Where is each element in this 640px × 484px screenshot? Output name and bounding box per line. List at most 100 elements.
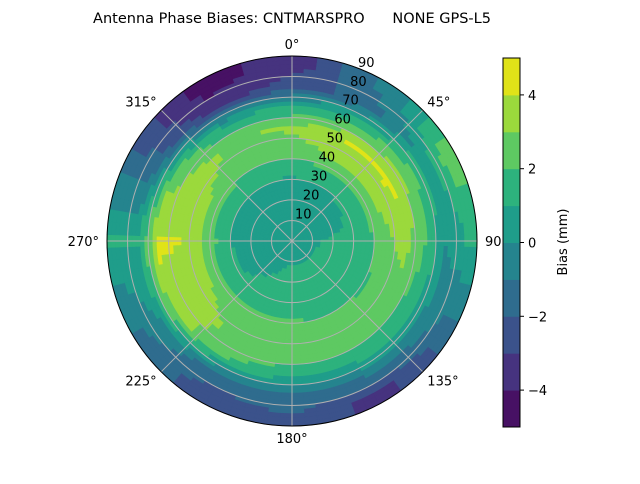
radial-tick-label: 30 bbox=[311, 170, 328, 185]
contour-cell bbox=[292, 68, 304, 73]
contour-cell bbox=[281, 397, 292, 401]
contour-cell bbox=[292, 64, 304, 69]
radial-tick-label: 90 bbox=[358, 56, 375, 71]
contour-cell bbox=[292, 335, 299, 339]
contour-cell bbox=[287, 163, 292, 167]
contour-cell bbox=[281, 389, 292, 393]
contour-cell bbox=[292, 413, 304, 418]
contour-cell bbox=[295, 286, 299, 290]
contour-cell bbox=[284, 356, 292, 360]
contour-cell bbox=[280, 413, 292, 418]
contour-cell bbox=[292, 109, 301, 113]
colorbar-segment bbox=[503, 206, 520, 243]
contour-cell bbox=[281, 85, 292, 89]
theta-tick-label: 0° bbox=[285, 38, 300, 53]
contour-cell bbox=[357, 234, 361, 239]
contour-cell bbox=[288, 188, 292, 192]
contour-cell bbox=[362, 243, 366, 248]
chart-title: Antenna Phase Biases: CNTMARSPRO NONE GP… bbox=[93, 11, 491, 27]
radial-tick-label: 60 bbox=[334, 113, 351, 128]
contour-cell bbox=[378, 244, 383, 250]
theta-tick-label: 180° bbox=[276, 432, 307, 447]
contour-cell bbox=[222, 234, 226, 239]
polar-grid bbox=[107, 56, 477, 426]
contour-cell bbox=[292, 368, 301, 372]
colorbar-tick-label: −2 bbox=[528, 310, 547, 325]
contour-cell bbox=[281, 89, 292, 93]
colorbar-segment bbox=[503, 390, 520, 427]
contour-cell bbox=[283, 372, 292, 376]
contour-cell bbox=[285, 146, 292, 150]
contour-cell bbox=[292, 356, 300, 360]
contour-cell bbox=[202, 232, 207, 238]
contour-cell bbox=[292, 81, 303, 85]
contour-cell bbox=[287, 307, 292, 311]
contour-cell bbox=[288, 294, 292, 298]
contour-cell bbox=[292, 348, 300, 352]
contour-cell bbox=[283, 105, 292, 109]
contour-cell bbox=[218, 233, 222, 238]
colorbar-segment bbox=[503, 279, 520, 316]
contour-cell bbox=[281, 393, 292, 397]
contour-cell bbox=[292, 417, 305, 422]
colorbar-segment bbox=[503, 95, 520, 132]
contour-cell bbox=[284, 348, 292, 352]
contour-cell bbox=[285, 331, 292, 335]
contour-cell bbox=[292, 307, 297, 311]
contour-cell bbox=[292, 151, 298, 155]
contour-cell bbox=[239, 243, 243, 247]
colorbar-segment bbox=[503, 316, 520, 353]
contour-cell bbox=[378, 232, 383, 238]
contour-cell bbox=[292, 286, 295, 290]
contour-cell bbox=[292, 298, 296, 302]
contour-cell bbox=[292, 409, 304, 414]
contour-cell bbox=[280, 64, 292, 69]
theta-tick-label: 45° bbox=[427, 96, 450, 111]
contour-cell bbox=[366, 233, 370, 239]
contour-cell bbox=[292, 311, 297, 315]
contour-cell bbox=[357, 243, 361, 248]
contour-cell bbox=[292, 163, 297, 167]
contour-cell bbox=[292, 376, 302, 380]
contour-cell bbox=[292, 122, 300, 126]
contour-cell bbox=[292, 146, 299, 150]
theta-tick-label: 315° bbox=[125, 96, 156, 111]
contour-cell bbox=[296, 294, 300, 298]
contour-cell bbox=[362, 233, 366, 238]
contour-cell bbox=[279, 60, 292, 65]
contour-cell bbox=[288, 290, 292, 294]
radial-tick-label: 70 bbox=[342, 94, 359, 109]
contour-cell bbox=[286, 327, 292, 331]
contour-cell bbox=[292, 130, 300, 134]
contour-cell bbox=[279, 417, 292, 422]
contour-cell bbox=[284, 126, 292, 130]
contour-cell bbox=[285, 192, 289, 196]
contour-cell bbox=[283, 109, 292, 113]
contour-cell bbox=[292, 372, 301, 376]
contour-cell bbox=[292, 179, 296, 183]
contour-cell bbox=[292, 85, 303, 89]
colorbar-tick-label: −4 bbox=[528, 384, 547, 399]
contour-cell bbox=[292, 389, 303, 393]
contour-cell bbox=[286, 151, 292, 155]
contour-cell bbox=[292, 188, 296, 192]
contour-cell bbox=[292, 171, 297, 175]
radial-tick-label: 80 bbox=[350, 75, 367, 90]
contour-cell bbox=[280, 68, 292, 73]
contour-cell bbox=[222, 243, 226, 248]
radial-tick-label: 40 bbox=[319, 151, 336, 166]
contour-cell bbox=[214, 233, 218, 239]
contour-cell bbox=[292, 60, 305, 65]
contour-cell bbox=[243, 243, 247, 247]
contour-cell bbox=[292, 126, 300, 130]
contour-cell bbox=[284, 130, 292, 134]
contour-cell bbox=[289, 192, 292, 196]
contour-cell bbox=[341, 235, 345, 239]
contour-cell bbox=[284, 122, 292, 126]
contour-cell bbox=[288, 298, 292, 302]
contour-cell bbox=[337, 236, 341, 240]
contour-cell bbox=[287, 311, 292, 315]
contour-cell bbox=[292, 352, 300, 356]
